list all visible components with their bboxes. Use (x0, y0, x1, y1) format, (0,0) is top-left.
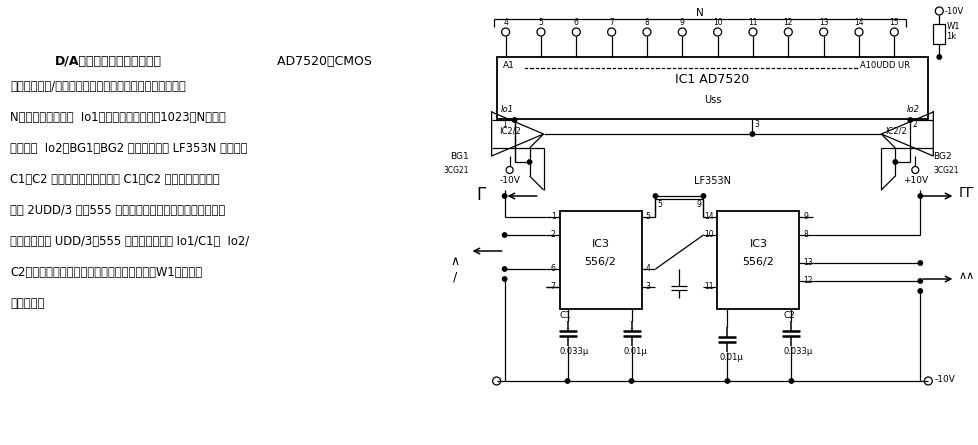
Text: 1: 1 (551, 211, 555, 221)
Text: 3CG21: 3CG21 (443, 166, 468, 175)
Text: C2的速率重新充电。左右两侧输出频率互补，W1用于调节: C2的速率重新充电。左右两侧输出频率互补，W1用于调节 (10, 266, 201, 279)
Text: 5: 5 (538, 18, 543, 27)
Text: -10V: -10V (499, 176, 519, 185)
Circle shape (502, 267, 507, 271)
Circle shape (502, 277, 507, 281)
Bar (932, 24, 945, 44)
Circle shape (917, 289, 921, 293)
Text: 1: 1 (502, 120, 506, 129)
Circle shape (725, 379, 729, 383)
Text: Io2: Io2 (906, 105, 918, 114)
Text: IC3: IC3 (748, 239, 767, 249)
Text: N成正比的输出电流  Io1，还可提供与差值（1023－N）成正: N成正比的输出电流 Io1，还可提供与差值（1023－N）成正 (10, 111, 226, 124)
Circle shape (917, 279, 921, 283)
Circle shape (700, 194, 705, 198)
Text: Io1: Io1 (500, 105, 513, 114)
Circle shape (527, 160, 531, 164)
Text: IC1 AD7520: IC1 AD7520 (675, 73, 749, 86)
Text: C1: C1 (559, 311, 571, 320)
Text: A1: A1 (502, 61, 514, 70)
Text: 556/2: 556/2 (584, 257, 616, 267)
Text: 11: 11 (703, 282, 713, 291)
Text: 13: 13 (803, 258, 812, 267)
Circle shape (652, 194, 657, 198)
Text: 15: 15 (889, 18, 898, 27)
Text: 14: 14 (703, 211, 713, 221)
Text: 12: 12 (803, 275, 812, 284)
Text: IC3: IC3 (591, 239, 609, 249)
Text: 10: 10 (712, 18, 722, 27)
Text: 10: 10 (703, 230, 713, 239)
Text: 7: 7 (551, 282, 555, 291)
Text: 3: 3 (645, 282, 649, 291)
Circle shape (917, 194, 921, 198)
Circle shape (788, 379, 793, 383)
Text: +10V: +10V (902, 176, 927, 185)
Circle shape (629, 379, 633, 383)
Text: 7: 7 (608, 18, 613, 27)
Text: 3CG21: 3CG21 (932, 166, 957, 175)
Text: 3: 3 (754, 120, 759, 129)
Text: 电平 2UDD/3 时，555 复位，电容器通过基片内相应的放电: 电平 2UDD/3 时，555 复位，电容器通过基片内相应的放电 (10, 204, 225, 217)
Text: 6: 6 (551, 263, 555, 272)
Text: 8: 8 (644, 18, 648, 27)
Text: C2: C2 (782, 311, 794, 320)
Text: 4: 4 (645, 263, 649, 272)
Text: 5: 5 (645, 211, 649, 221)
Circle shape (511, 118, 516, 122)
Text: ∧
/: ∧ / (450, 255, 459, 283)
Circle shape (564, 379, 569, 383)
Text: AD7520是CMOS: AD7520是CMOS (264, 55, 372, 68)
Text: N: N (695, 8, 703, 18)
Bar (559, 211, 641, 309)
Text: BG1: BG1 (450, 152, 468, 161)
Circle shape (502, 233, 507, 237)
Text: 8: 8 (803, 230, 807, 239)
Text: 2: 2 (911, 120, 916, 129)
Text: C1、C2 提供充电电流。当电容 C1、C2 上的电压达到阈值: C1、C2 提供充电电流。当电容 C1、C2 上的电压达到阈值 (10, 173, 219, 186)
Text: ΓΓ: ΓΓ (957, 186, 973, 200)
Circle shape (749, 132, 754, 136)
Text: 11: 11 (747, 18, 757, 27)
Bar (496, 57, 927, 119)
Text: LF353N: LF353N (693, 176, 731, 186)
Text: -10V: -10V (933, 375, 955, 384)
Text: 556/2: 556/2 (741, 257, 774, 267)
Circle shape (892, 160, 897, 164)
Text: IC2/2: IC2/2 (884, 126, 907, 135)
Text: A10UDD UR: A10UDD UR (860, 61, 910, 70)
Circle shape (502, 194, 507, 198)
Text: 6: 6 (573, 18, 578, 27)
Text: Γ: Γ (476, 186, 485, 204)
Circle shape (917, 261, 921, 265)
Text: 5: 5 (657, 200, 662, 209)
Text: 9: 9 (696, 200, 701, 209)
Text: IC2/2: IC2/2 (499, 126, 521, 135)
Text: 型十位多路数/模转换集成电路，可提供与十位数字输入量: 型十位多路数/模转换集成电路，可提供与十位数字输入量 (10, 80, 186, 93)
Text: -10V: -10V (944, 7, 962, 16)
Text: 比的电流  Io2，BG1、BG2 及宽带双运放 LF353N 为电容器: 比的电流 Io2，BG1、BG2 及宽带双运放 LF353N 为电容器 (10, 142, 247, 155)
Text: 14: 14 (853, 18, 863, 27)
Circle shape (936, 55, 941, 59)
Text: 12: 12 (782, 18, 792, 27)
Text: 0.033μ: 0.033μ (559, 347, 588, 356)
Text: W1: W1 (946, 22, 958, 31)
Text: 9: 9 (679, 18, 684, 27)
Text: BG2: BG2 (932, 152, 951, 161)
Bar (717, 211, 799, 309)
Text: 管放电，直至 UDD/3，555 又置位，分别以 Io1/C1、  Io2/: 管放电，直至 UDD/3，555 又置位，分别以 Io1/C1、 Io2/ (10, 235, 248, 248)
Text: Uss: Uss (703, 95, 721, 105)
Text: D/A转换双相互补频率发生器: D/A转换双相互补频率发生器 (55, 55, 161, 68)
Text: 4: 4 (503, 18, 508, 27)
Text: 13: 13 (818, 18, 827, 27)
Text: 频率范围。: 频率范围。 (10, 297, 44, 310)
Text: 0.033μ: 0.033μ (782, 347, 812, 356)
Text: 1k: 1k (946, 32, 956, 41)
Text: ∧∧: ∧∧ (957, 271, 973, 281)
Text: 2: 2 (551, 230, 555, 239)
Text: 9: 9 (803, 211, 808, 221)
Circle shape (908, 118, 911, 122)
Text: 0.01μ: 0.01μ (719, 353, 742, 362)
Text: 0.01μ: 0.01μ (623, 347, 646, 356)
